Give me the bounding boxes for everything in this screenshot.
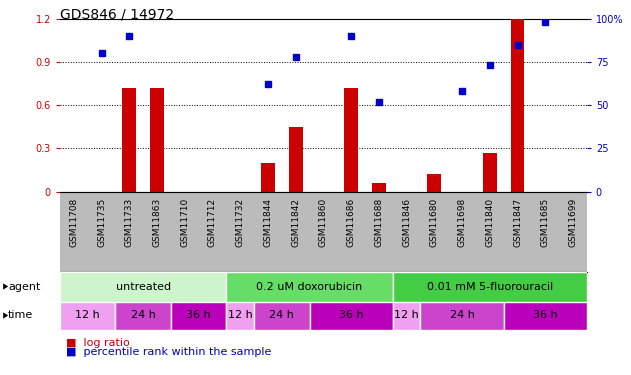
Text: 24 h: 24 h bbox=[450, 310, 475, 321]
Text: GSM11846: GSM11846 bbox=[402, 198, 411, 247]
Text: GSM11699: GSM11699 bbox=[569, 198, 577, 247]
Bar bbox=[344, 88, 358, 192]
Text: GSM11860: GSM11860 bbox=[319, 198, 328, 247]
Bar bbox=[261, 163, 275, 192]
Bar bbox=[60, 302, 115, 330]
Bar bbox=[150, 88, 164, 192]
Text: GSM11863: GSM11863 bbox=[153, 198, 162, 247]
Polygon shape bbox=[3, 284, 8, 290]
Text: 0.2 uM doxorubicin: 0.2 uM doxorubicin bbox=[256, 282, 363, 291]
Text: GSM11840: GSM11840 bbox=[485, 198, 494, 247]
Bar bbox=[310, 302, 392, 330]
Text: GSM11735: GSM11735 bbox=[97, 198, 106, 247]
Text: 36 h: 36 h bbox=[533, 310, 558, 321]
Text: 36 h: 36 h bbox=[339, 310, 363, 321]
Text: 12 h: 12 h bbox=[75, 310, 100, 321]
Bar bbox=[427, 174, 441, 192]
Text: GSM11733: GSM11733 bbox=[125, 198, 134, 247]
Text: ■  log ratio: ■ log ratio bbox=[66, 338, 130, 348]
Text: GSM11685: GSM11685 bbox=[541, 198, 550, 247]
Text: GSM11688: GSM11688 bbox=[374, 198, 384, 247]
Text: 24 h: 24 h bbox=[269, 310, 294, 321]
Bar bbox=[372, 183, 386, 192]
Bar bbox=[227, 272, 392, 302]
Text: GSM11847: GSM11847 bbox=[513, 198, 522, 247]
Text: GSM11842: GSM11842 bbox=[291, 198, 300, 247]
Text: agent: agent bbox=[8, 282, 40, 291]
Text: GSM11710: GSM11710 bbox=[180, 198, 189, 247]
Text: GSM11680: GSM11680 bbox=[430, 198, 439, 247]
Bar bbox=[289, 127, 303, 192]
Text: time: time bbox=[8, 310, 33, 321]
Bar bbox=[115, 302, 171, 330]
Polygon shape bbox=[3, 312, 8, 319]
Bar bbox=[60, 272, 227, 302]
Text: 12 h: 12 h bbox=[228, 310, 252, 321]
Text: GSM11732: GSM11732 bbox=[236, 198, 245, 247]
Text: 0.01 mM 5-fluorouracil: 0.01 mM 5-fluorouracil bbox=[427, 282, 553, 291]
Text: GSM11708: GSM11708 bbox=[69, 198, 78, 247]
Bar bbox=[504, 302, 587, 330]
Bar bbox=[122, 88, 136, 192]
Bar bbox=[510, 19, 524, 192]
Text: untreated: untreated bbox=[115, 282, 171, 291]
Text: GSM11686: GSM11686 bbox=[346, 198, 356, 247]
Text: 24 h: 24 h bbox=[131, 310, 156, 321]
Text: GDS846 / 14972: GDS846 / 14972 bbox=[60, 8, 174, 21]
Bar bbox=[227, 302, 254, 330]
Bar bbox=[483, 153, 497, 192]
Text: GSM11844: GSM11844 bbox=[263, 198, 273, 247]
Bar bbox=[171, 302, 227, 330]
Bar bbox=[392, 272, 587, 302]
Text: 36 h: 36 h bbox=[186, 310, 211, 321]
Text: GSM11698: GSM11698 bbox=[457, 198, 466, 247]
Bar bbox=[254, 302, 310, 330]
Text: ■  percentile rank within the sample: ■ percentile rank within the sample bbox=[66, 347, 271, 357]
Text: 12 h: 12 h bbox=[394, 310, 419, 321]
Text: GSM11712: GSM11712 bbox=[208, 198, 217, 247]
Bar bbox=[392, 302, 420, 330]
Bar bbox=[420, 302, 504, 330]
